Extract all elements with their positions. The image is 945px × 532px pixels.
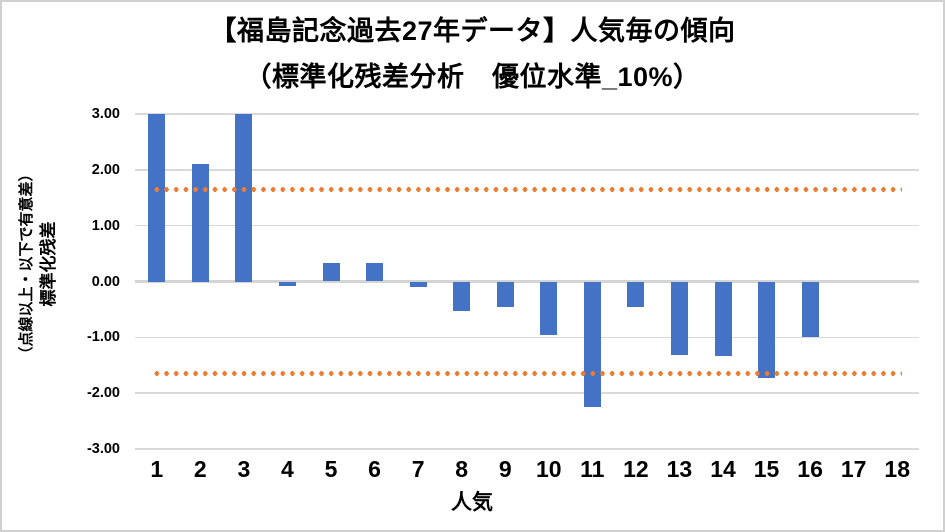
x-tick-label: 7: [411, 456, 425, 482]
y-tick-label: 1.00: [91, 217, 120, 234]
bar-popularity-5: [322, 263, 340, 282]
x-tick-label: 10: [535, 456, 562, 482]
y-tick-label: 2.00: [91, 161, 120, 178]
y-tick-label: -3.00: [86, 441, 120, 457]
x-tick-label: 9: [498, 456, 512, 482]
bar-popularity-4: [278, 281, 296, 286]
bar-popularity-8: [453, 281, 471, 312]
x-tick-label: 8: [455, 456, 469, 482]
x-tick-label: 4: [281, 456, 294, 482]
chart-title: 【福島記念過去27年データ】人気毎の傾向: [209, 16, 736, 46]
x-tick-label: 12: [623, 456, 649, 482]
lower-significance-dotted-line: [152, 371, 902, 376]
x-tick-label: 6: [368, 456, 381, 482]
x-tick-label: 11: [580, 456, 605, 482]
x-tick-label: 3: [237, 456, 251, 482]
bar-popularity-3: [235, 114, 253, 282]
bar-popularity-9: [496, 281, 514, 307]
bar-popularity-6: [366, 262, 384, 282]
y-tick-label: -2.00: [86, 385, 120, 402]
bar-popularity-11: [583, 281, 601, 408]
plot-area: [135, 113, 919, 450]
x-tick-label: 18: [884, 456, 910, 482]
bar-popularity-13: [670, 281, 688, 356]
x-tick-label: 16: [797, 456, 823, 482]
x-tick-label: 15: [753, 456, 780, 482]
y-gridline: [135, 224, 919, 227]
bar-popularity-7: [409, 281, 427, 288]
bar-popularity-12: [627, 281, 645, 307]
x-tick-label: 14: [710, 456, 736, 482]
y-tick-label: 3.00: [91, 106, 120, 122]
x-tick-label: 17: [840, 456, 867, 482]
y-gridline: [135, 336, 919, 339]
bar-popularity-10: [540, 281, 558, 336]
x-tick-label: 1: [150, 456, 164, 482]
y-tick-label: -1.00: [86, 329, 120, 346]
bar-popularity-1: [148, 114, 166, 282]
chart-subtitle: （標準化残差分析 優位水準_10%）: [244, 62, 701, 92]
bar-popularity-2: [191, 164, 209, 282]
bar-popularity-15: [758, 281, 776, 379]
x-tick-label: 2: [193, 456, 207, 482]
x-tick-label: 13: [666, 456, 693, 482]
x-axis-title: 人気: [451, 491, 493, 514]
y-axis-title-note: （点線以上・以下で有意差）: [18, 166, 35, 362]
y-tick-label: 0.00: [91, 273, 120, 290]
y-gridline: [135, 392, 919, 394]
bar-popularity-16: [801, 281, 819, 338]
x-tick-label: 5: [324, 456, 338, 482]
upper-significance-dotted-line: [152, 187, 902, 192]
y-gridline: [135, 448, 919, 450]
y-gridline: [135, 169, 919, 171]
y-gridline: [135, 113, 919, 115]
bar-popularity-14: [714, 281, 732, 356]
zero-axis-line: [135, 280, 919, 283]
